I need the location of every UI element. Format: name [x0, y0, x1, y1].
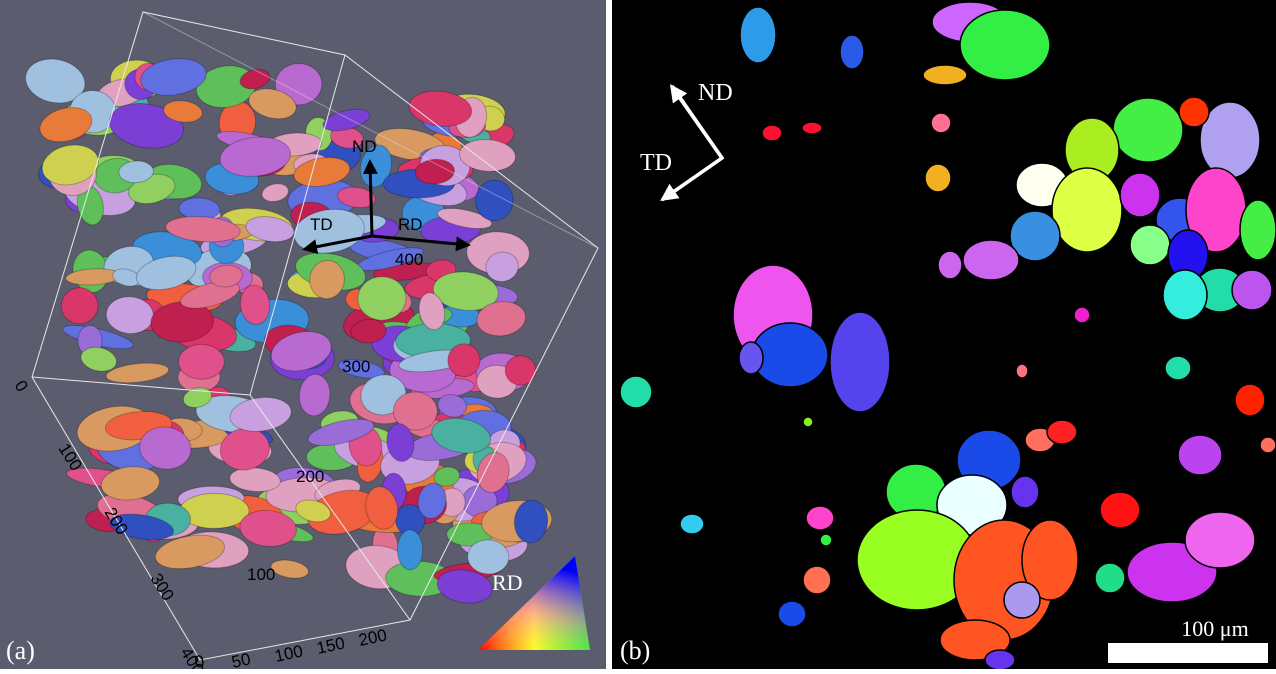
grain — [1095, 563, 1125, 593]
grain — [762, 125, 782, 141]
grain — [840, 35, 864, 69]
grain — [938, 251, 962, 279]
nd-label: ND — [698, 80, 733, 106]
grain — [803, 417, 813, 427]
grain — [680, 514, 704, 534]
grain — [397, 530, 422, 570]
depth-tick-label: 200 — [296, 467, 324, 486]
grain — [806, 506, 834, 530]
grain — [620, 376, 652, 408]
grain — [1011, 476, 1039, 508]
grain — [1185, 512, 1255, 568]
grain — [960, 10, 1050, 80]
grain — [1113, 98, 1183, 162]
panel-b: ND TD 100 μm (b) — [612, 0, 1276, 669]
grain — [1004, 582, 1040, 618]
grain — [1179, 97, 1209, 127]
grain — [830, 312, 890, 412]
panel-label: (b) — [620, 636, 650, 665]
grain — [925, 164, 951, 192]
td-label: TD — [310, 215, 333, 234]
grain — [803, 566, 831, 594]
grain — [740, 7, 776, 63]
grain — [739, 342, 763, 374]
rd-label: RD — [398, 215, 423, 234]
grain — [1163, 270, 1207, 320]
grain — [1165, 356, 1191, 380]
grain — [178, 344, 224, 379]
nd-label: ND — [352, 137, 377, 156]
depth-tick-label: 300 — [342, 357, 370, 376]
panel-label: (a) — [6, 636, 35, 665]
grain — [1047, 420, 1077, 444]
grain — [1232, 270, 1272, 310]
grain — [985, 650, 1015, 669]
grain — [1260, 437, 1276, 453]
grain — [1235, 384, 1265, 416]
grain — [931, 113, 951, 133]
bottom-axis-tick-label: 50 — [230, 649, 252, 669]
grain — [802, 122, 822, 134]
grain — [778, 601, 806, 627]
grain — [1120, 173, 1160, 217]
nd-arrow — [370, 162, 372, 236]
grain — [923, 65, 967, 85]
grain — [1016, 364, 1028, 378]
grain — [1100, 492, 1140, 528]
color-key-label: RD — [492, 570, 523, 595]
grain — [357, 276, 406, 321]
grain — [1178, 435, 1222, 475]
depth-tick-label: 400 — [395, 250, 423, 269]
scale-bar — [1108, 643, 1268, 663]
scale-bar-label: 100 μm — [1181, 616, 1248, 641]
td-label: TD — [640, 150, 672, 176]
grain — [820, 534, 832, 546]
grain — [1052, 168, 1122, 252]
grain — [963, 240, 1019, 280]
grain — [1240, 200, 1276, 260]
depth-tick-label: 100 — [247, 565, 275, 584]
grain — [1074, 307, 1090, 323]
grain — [1130, 225, 1170, 265]
figure: ND TD RD 4003002001000100200300400050100… — [0, 0, 1276, 669]
